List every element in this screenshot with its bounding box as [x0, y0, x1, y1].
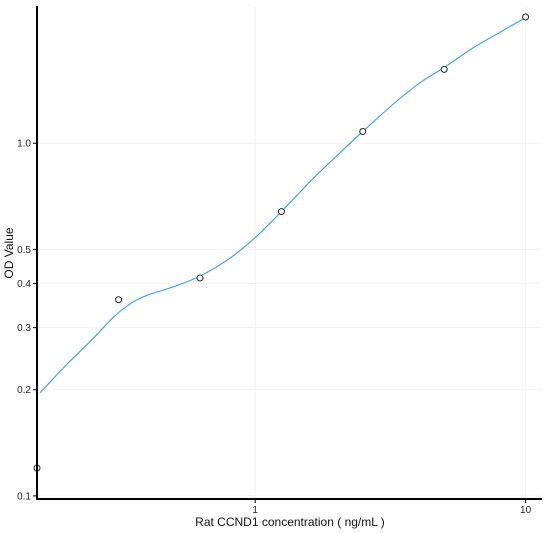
- grid-lines: [37, 6, 542, 499]
- y-tick-label-2: 0.3: [17, 323, 31, 334]
- y-tick-label-0: 0.1: [17, 491, 31, 502]
- y-axis-ticks: 0.1 0.2 0.3 0.4 0.5 1.0: [17, 139, 37, 502]
- x-axis-ticks: 1 10: [252, 499, 532, 516]
- y-tick-label-4: 0.5: [17, 245, 31, 256]
- data-point-6: [522, 13, 530, 21]
- y-tick-label-1: 0.2: [17, 385, 31, 396]
- data-point-5: [440, 65, 448, 73]
- data-point-3: [277, 208, 285, 216]
- y-tick-label-3: 0.4: [17, 279, 31, 290]
- data-point-1: [115, 296, 123, 304]
- fitted-curve-line: [39, 17, 526, 394]
- data-point-2: [196, 274, 204, 282]
- x-tick-label-0: 1: [252, 505, 258, 516]
- y-tick-label-5: 1.0: [17, 139, 31, 150]
- data-points: [33, 13, 530, 472]
- x-tick-label-1: 10: [520, 505, 532, 516]
- data-point-4: [359, 127, 367, 135]
- y-axis-title: OD Value: [2, 227, 16, 278]
- x-axis-title: Rat CCND1 concentration ( ng/mL ): [195, 515, 385, 529]
